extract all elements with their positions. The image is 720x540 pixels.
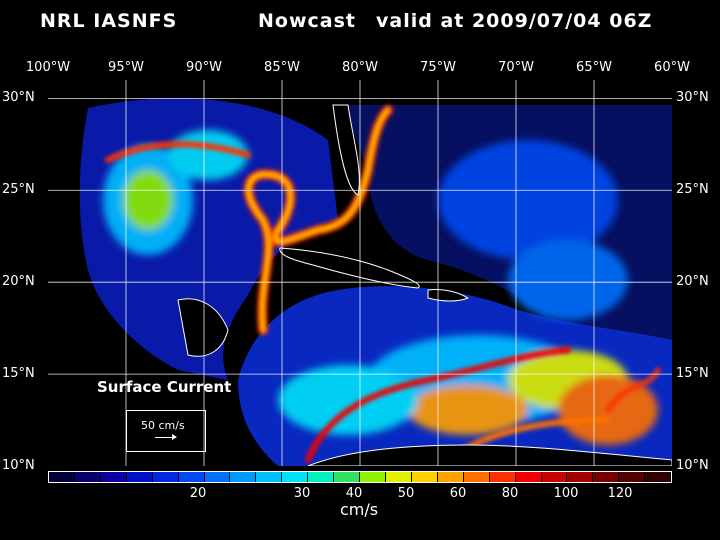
colorbar-swatch — [385, 472, 412, 482]
colorbar-swatch — [541, 472, 568, 482]
lat-label: 25°N — [2, 182, 35, 198]
lon-label: 70°W — [498, 60, 534, 75]
lat-label: 20°N — [2, 274, 35, 290]
colorbar-swatch — [567, 472, 594, 482]
colorbar-swatch — [489, 472, 516, 482]
colorbar-tick-label: 50 — [397, 486, 415, 501]
lat-label: 30°N — [2, 90, 35, 106]
colorbar-swatch — [593, 472, 620, 482]
colorbar-tick-label: 60 — [449, 486, 467, 501]
colorbar-swatch — [463, 472, 490, 482]
colorbar-swatch — [282, 472, 309, 482]
yucatan — [177, 298, 229, 357]
colorbar-units: cm/s — [340, 500, 379, 519]
lat-label: 25°N — [676, 182, 709, 198]
colorbar-tick-label: 20 — [189, 486, 207, 501]
lon-label: 100°W — [25, 60, 71, 75]
colorbar-swatch — [100, 472, 127, 482]
colorbar-swatch — [152, 472, 179, 482]
colorbar-swatch — [204, 472, 231, 482]
colorbar-swatch — [178, 472, 205, 482]
colorbar-swatch — [256, 472, 283, 482]
vector-scale-legend: 50 cm/s — [126, 410, 206, 452]
colorbar-swatch — [619, 472, 646, 482]
colorbar-tick-label: 120 — [607, 486, 633, 501]
speed-colorbar — [48, 471, 672, 483]
colorbar-swatch — [230, 472, 257, 482]
colorbar-tick-label: 40 — [345, 486, 363, 501]
lat-label: 15°N — [2, 366, 35, 382]
ocean-current-map: Surface Current 50 cm/s — [48, 80, 672, 466]
colorbar-swatch — [126, 472, 153, 482]
lon-label: 60°W — [654, 60, 690, 75]
colorbar-swatch — [334, 472, 361, 482]
colorbar-swatch — [308, 472, 335, 482]
colorbar-swatch — [360, 472, 386, 482]
lat-label: 15°N — [676, 366, 709, 382]
colorbar-swatch — [437, 472, 464, 482]
title-bar: NRL IASNFS Nowcast valid at 2009/07/04 0… — [0, 10, 720, 38]
florida — [332, 104, 360, 196]
colorbar-tick-label: 80 — [501, 486, 519, 501]
colorbar-swatch — [515, 472, 542, 482]
lat-label: 20°N — [676, 274, 709, 290]
lon-label: 75°W — [420, 60, 456, 75]
lat-label: 30°N — [676, 90, 709, 106]
model-name: NRL IASNFS — [40, 10, 178, 32]
current-field — [48, 80, 672, 466]
colorbar-tick-label: 30 — [293, 486, 311, 501]
lon-label: 90°W — [186, 60, 222, 75]
lon-label: 80°W — [342, 60, 378, 75]
surface-current-label: Surface Current — [97, 378, 232, 396]
valid-time: valid at 2009/07/04 06Z — [376, 10, 653, 32]
lat-label: 10°N — [676, 458, 709, 473]
lon-label: 65°W — [576, 60, 612, 75]
lon-label: 85°W — [264, 60, 300, 75]
lon-label: 95°W — [108, 60, 144, 75]
colorbar-tick-label: 100 — [553, 486, 579, 501]
colorbar-swatch — [645, 472, 672, 482]
vector-scale-arrow-icon — [155, 434, 177, 440]
cuba — [279, 247, 420, 289]
south-america — [307, 444, 672, 466]
colorbar-swatch — [411, 472, 438, 482]
lat-label: 10°N — [2, 458, 35, 473]
vector-scale-text: 50 cm/s — [141, 419, 185, 432]
colorbar-swatch — [74, 472, 101, 482]
forecast-kind: Nowcast — [258, 10, 356, 32]
colorbar-swatch — [49, 472, 75, 482]
